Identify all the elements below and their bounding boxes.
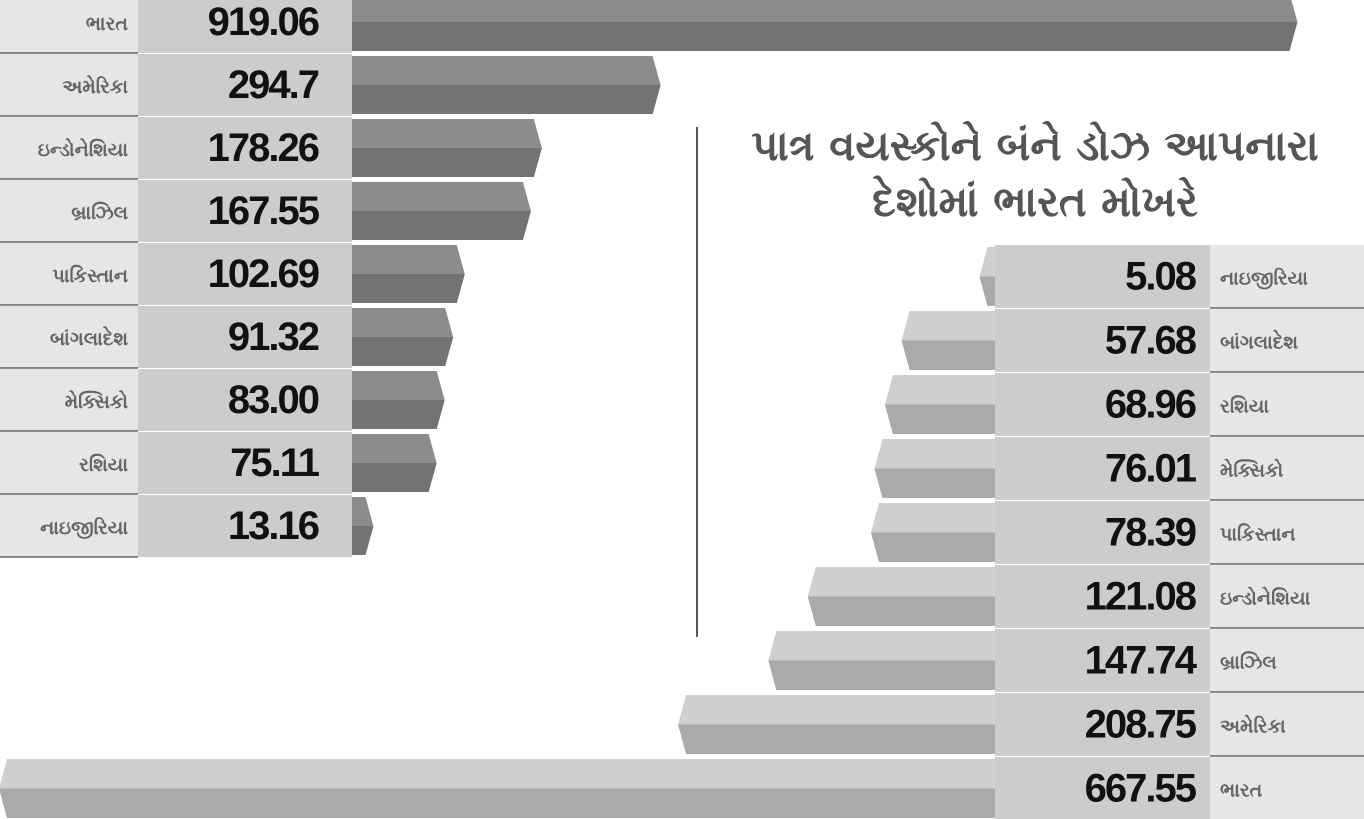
value-label: 83.00 bbox=[228, 378, 319, 422]
label-cell bbox=[0, 495, 138, 557]
category-label: ઇન્ડોનેશિયા bbox=[38, 138, 129, 161]
label-cell bbox=[0, 243, 138, 305]
value-label: 167.55 bbox=[208, 189, 320, 233]
value-cell bbox=[995, 309, 1210, 372]
value-label: 208.75 bbox=[1085, 703, 1197, 747]
label-cell bbox=[1210, 309, 1364, 372]
label-cell bbox=[1210, 437, 1364, 500]
value-cell bbox=[138, 117, 352, 179]
label-cell bbox=[1210, 565, 1364, 628]
bar-shade bbox=[678, 724, 995, 754]
value-cell bbox=[995, 629, 1210, 692]
value-label: 57.68 bbox=[1105, 319, 1197, 363]
category-label: બાંગલાદેશ bbox=[50, 326, 128, 350]
bar-shade bbox=[352, 22, 1298, 51]
bar-shade bbox=[768, 660, 995, 690]
value-cell bbox=[138, 369, 352, 431]
bar-shade bbox=[352, 148, 542, 177]
bar-shade bbox=[979, 276, 995, 306]
category-label: બાંગલાદેશ bbox=[1220, 330, 1298, 354]
bar-shade bbox=[901, 340, 995, 370]
category-label: ભારત bbox=[86, 13, 129, 35]
bar-shade bbox=[352, 526, 374, 555]
value-label: 178.26 bbox=[208, 126, 319, 170]
bar-shade bbox=[870, 532, 995, 562]
bar-shade bbox=[352, 211, 531, 240]
value-cell bbox=[138, 306, 352, 368]
value-label: 667.55 bbox=[1085, 767, 1197, 811]
value-cell bbox=[995, 373, 1210, 436]
category-label: પાકિસ્તાન bbox=[1220, 524, 1296, 546]
value-cell bbox=[995, 437, 1210, 500]
category-label: પાકિસ્તાન bbox=[52, 265, 128, 287]
label-cell bbox=[1210, 693, 1364, 756]
category-label: બ્રાઝિલ bbox=[1220, 652, 1277, 674]
label-cell bbox=[0, 117, 138, 179]
value-cell bbox=[138, 0, 352, 53]
value-cell bbox=[995, 693, 1210, 756]
label-cell bbox=[0, 54, 138, 116]
value-cell bbox=[138, 495, 352, 557]
label-cell bbox=[1210, 245, 1364, 308]
label-cell bbox=[1210, 373, 1364, 436]
bar-shade bbox=[0, 788, 995, 818]
value-cell bbox=[995, 757, 1210, 819]
label-cell bbox=[0, 0, 138, 53]
value-label: 78.39 bbox=[1105, 511, 1196, 555]
category-label: મેક્સિકો bbox=[1220, 458, 1283, 481]
value-cell bbox=[138, 243, 352, 305]
value-label: 121.08 bbox=[1085, 575, 1197, 619]
value-label: 13.16 bbox=[228, 504, 319, 548]
bar-shade bbox=[352, 274, 465, 303]
value-label: 102.69 bbox=[208, 252, 319, 296]
value-cell bbox=[995, 565, 1210, 628]
label-cell bbox=[1210, 501, 1364, 564]
category-label: ઇન્ડોનેશિયા bbox=[1220, 586, 1311, 609]
value-cell bbox=[995, 501, 1210, 564]
value-label: 919.06 bbox=[208, 0, 319, 44]
bar-shade bbox=[884, 404, 995, 434]
value-label: 76.01 bbox=[1105, 447, 1197, 491]
category-label: રશિયા bbox=[1220, 396, 1269, 418]
category-label: અમેરિકા bbox=[1220, 714, 1286, 737]
category-label: ભારત bbox=[1220, 780, 1263, 802]
bar-shade bbox=[352, 85, 661, 114]
category-label: અમેરિકા bbox=[62, 75, 128, 98]
label-cell bbox=[0, 432, 138, 494]
label-cell bbox=[0, 306, 138, 368]
value-cell bbox=[138, 180, 352, 242]
label-cell bbox=[0, 180, 138, 242]
label-cell bbox=[1210, 757, 1364, 819]
value-label: 147.74 bbox=[1085, 639, 1198, 683]
value-label: 294.7 bbox=[228, 63, 319, 107]
value-label: 5.08 bbox=[1125, 255, 1197, 299]
value-label: 91.32 bbox=[228, 315, 319, 359]
bar-shade bbox=[874, 468, 995, 498]
value-cell bbox=[995, 245, 1210, 308]
value-cell bbox=[138, 432, 352, 494]
category-label: નાઇજીરિયા bbox=[40, 516, 128, 540]
category-label: મેક્સિકો bbox=[65, 390, 128, 413]
bar-shade bbox=[807, 596, 995, 626]
category-label: રશિયા bbox=[79, 454, 128, 476]
label-cell bbox=[0, 369, 138, 431]
label-cell bbox=[1210, 629, 1364, 692]
chart-title: પાત્ર વયસ્કોને બંને ડોઝ આપનારા દેશોમાં ભ… bbox=[751, 121, 1319, 226]
value-label: 75.11 bbox=[230, 441, 320, 485]
category-label: નાઇજીરિયા bbox=[1220, 267, 1308, 291]
bar-shade bbox=[352, 463, 437, 492]
value-label: 68.96 bbox=[1105, 383, 1196, 427]
bar-shade bbox=[352, 400, 445, 429]
bar-shade bbox=[352, 337, 454, 366]
category-label: બ્રાઝિલ bbox=[71, 202, 128, 224]
value-cell bbox=[138, 54, 352, 116]
